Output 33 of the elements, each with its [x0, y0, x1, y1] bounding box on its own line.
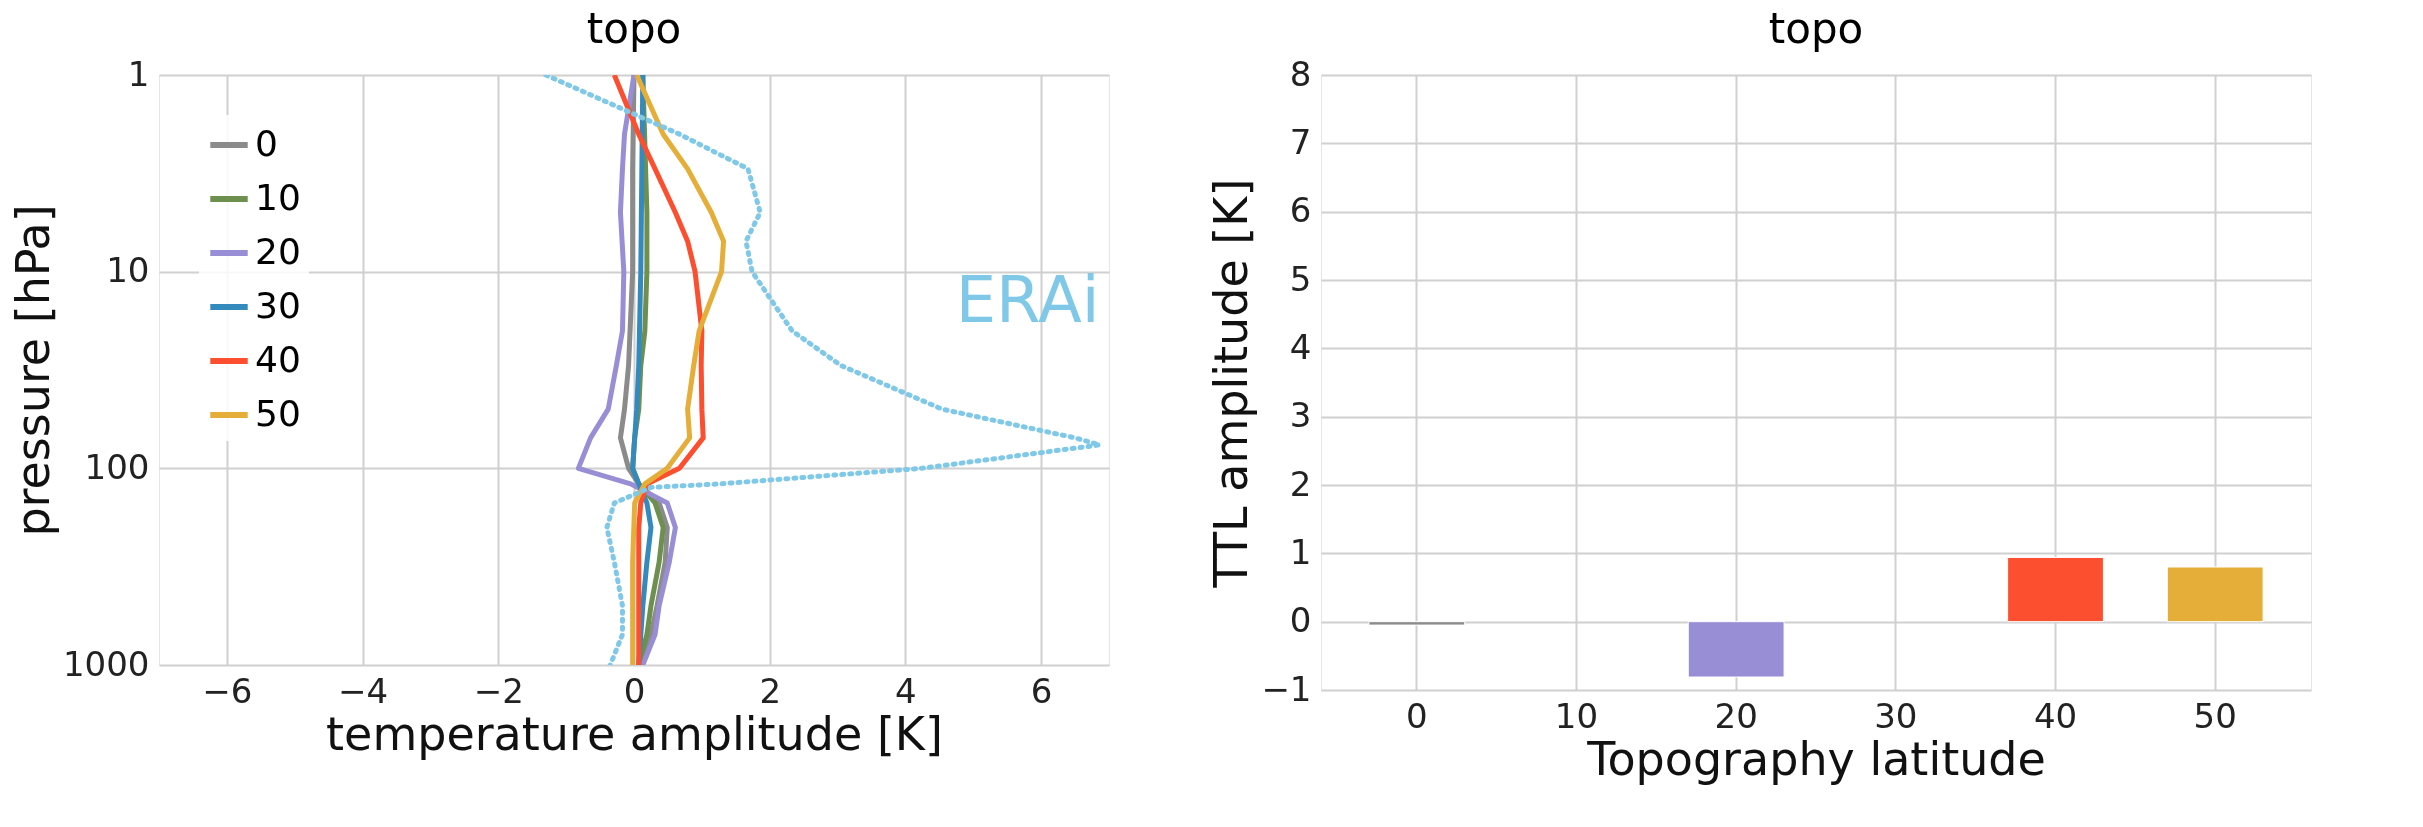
y-tick-label: 0 [1289, 600, 1312, 641]
y-tick-label: 3 [1289, 395, 1312, 436]
y-tick-label: 5 [1289, 258, 1312, 299]
legend-label: 0 [255, 123, 278, 164]
bar [2166, 566, 2264, 623]
chart-title: topo [586, 4, 682, 53]
y-axis-title: TTL amplitude [K] [1204, 178, 1259, 589]
y-tick-label: −1 [1261, 668, 1312, 709]
y-tick-label: 6 [1289, 190, 1312, 231]
y-tick-label: 1 [1289, 531, 1312, 572]
y-tick-label: 100 [84, 446, 150, 487]
y-tick-label: 8 [1289, 53, 1312, 94]
legend-label: 40 [255, 339, 301, 380]
y-tick-label: 1 [127, 53, 150, 94]
bar [1687, 621, 1785, 678]
y-tick-label: 4 [1289, 326, 1312, 367]
y-tick-label: 10 [106, 250, 150, 291]
x-tick-label: 0 [1405, 695, 1428, 736]
y-axis-title: pressure [hPa] [5, 204, 60, 537]
x-tick-label: 6 [1030, 670, 1053, 711]
series-label: ERAi [955, 262, 1100, 337]
bar [1368, 621, 1466, 626]
x-tick-label: −6 [202, 670, 253, 711]
chart-title: topo [1768, 4, 1864, 53]
bar [2007, 556, 2104, 623]
legend-label: 30 [255, 285, 301, 326]
y-tick-label: 2 [1289, 463, 1312, 504]
legend-label: 20 [255, 231, 301, 272]
y-tick-label: 1000 [62, 643, 150, 684]
x-tick-label: 50 [2193, 695, 2237, 736]
legend-label: 50 [255, 393, 301, 434]
y-tick-label: 7 [1289, 121, 1312, 162]
legend-label: 10 [255, 177, 301, 218]
